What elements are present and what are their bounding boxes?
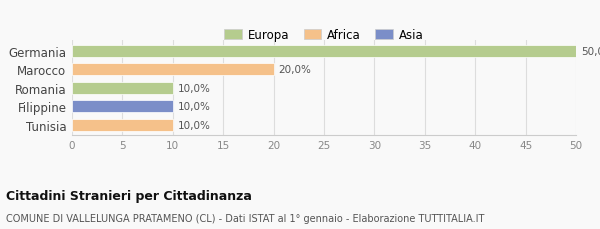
Bar [72, 82, 173, 94]
Legend: Europa, Africa, Asia: Europa, Africa, Asia [222, 26, 426, 44]
Text: Cittadini Stranieri per Cittadinanza: Cittadini Stranieri per Cittadinanza [6, 189, 252, 202]
Text: 10,0%: 10,0% [178, 102, 211, 112]
Bar [72, 64, 274, 76]
Text: COMUNE DI VALLELUNGA PRATAMENO (CL) - Dati ISTAT al 1° gennaio - Elaborazione TU: COMUNE DI VALLELUNGA PRATAMENO (CL) - Da… [6, 213, 484, 223]
Bar [72, 101, 173, 113]
Text: 10,0%: 10,0% [178, 83, 211, 93]
Bar [72, 46, 576, 57]
Text: 20,0%: 20,0% [278, 65, 311, 75]
Text: 50,0%: 50,0% [581, 46, 600, 57]
Bar [72, 119, 173, 131]
Text: 10,0%: 10,0% [178, 120, 211, 130]
